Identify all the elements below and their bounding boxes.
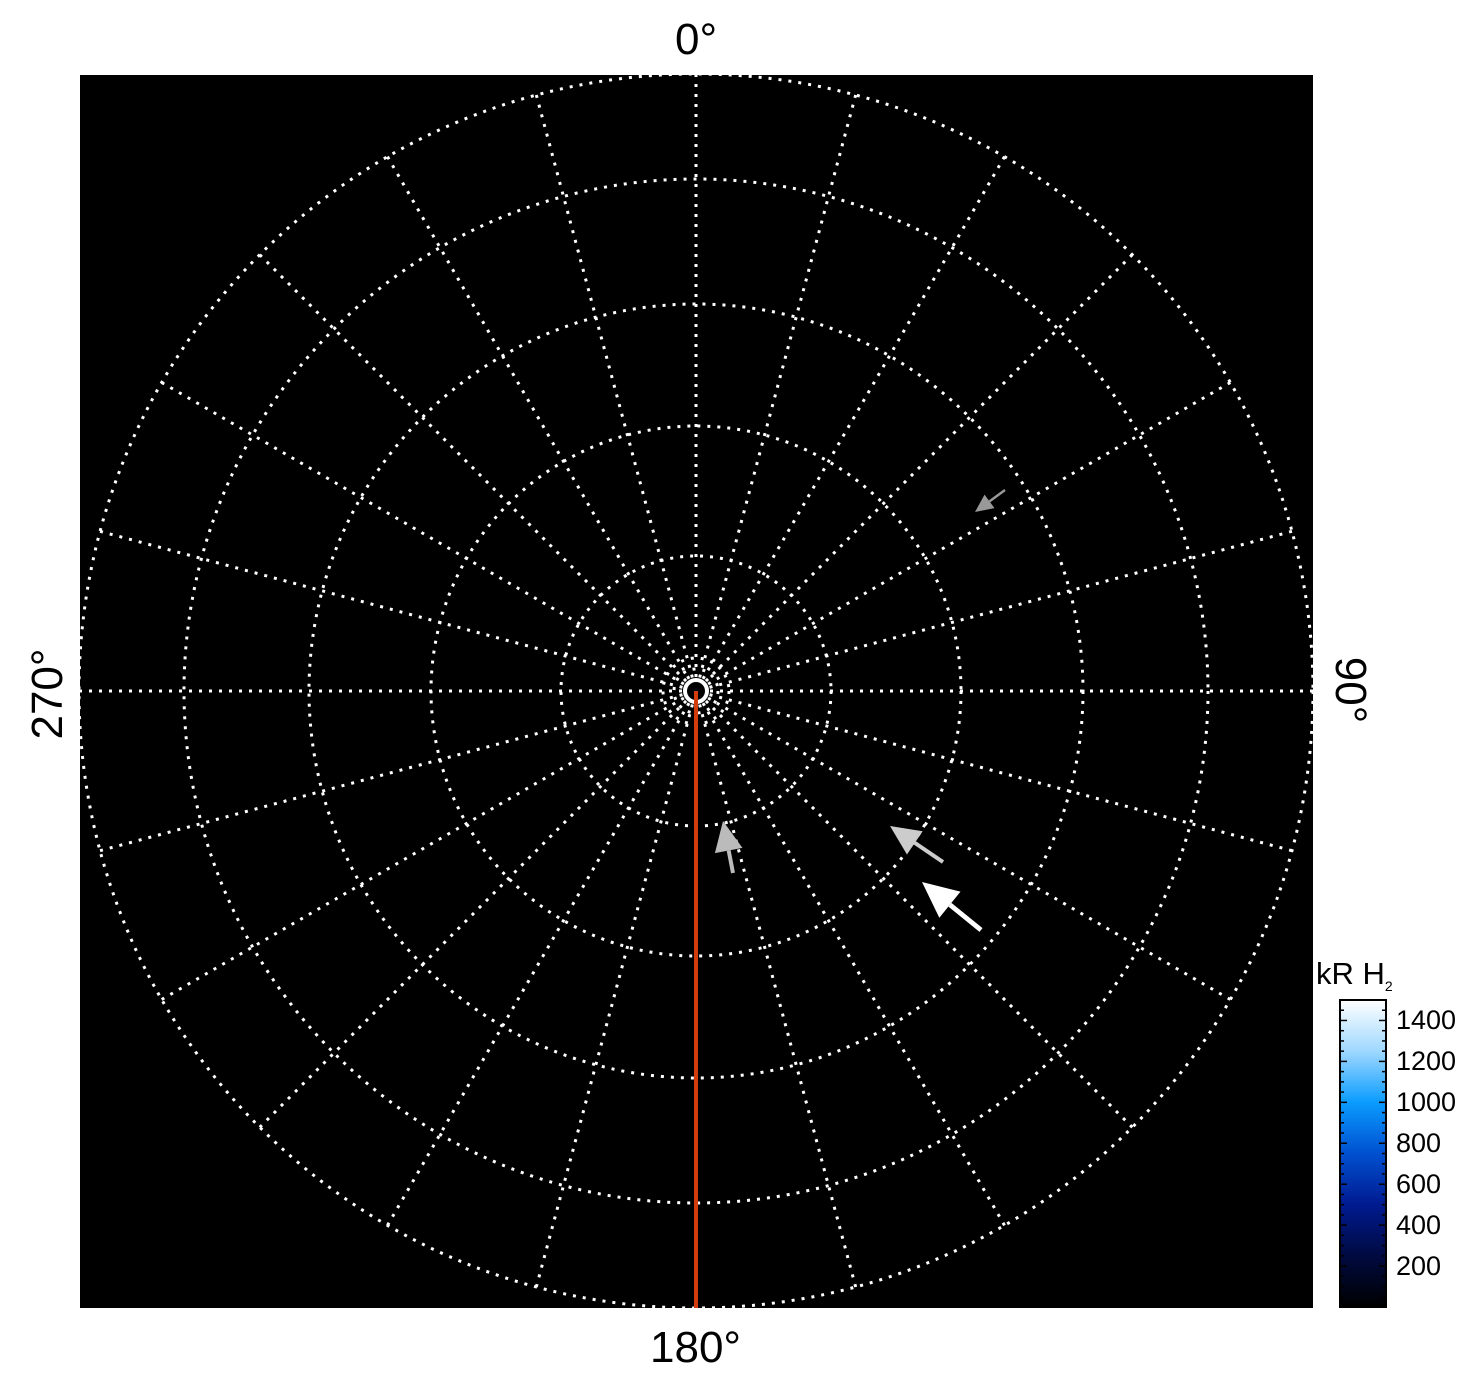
arrow-shaft — [726, 850, 735, 874]
meridian-line — [160, 696, 685, 1001]
meridian-line — [701, 702, 1006, 1227]
colorbar — [1339, 999, 1387, 1308]
latitude-circle — [182, 177, 1210, 1205]
meridian-line — [534, 94, 694, 678]
arrow-head — [975, 494, 995, 512]
colorbar-tick-label: 600 — [1396, 1169, 1442, 1200]
arrow-icon — [922, 882, 983, 932]
meridian-line — [160, 381, 685, 686]
arrow-shaft — [988, 489, 1006, 503]
meridian-line — [534, 704, 694, 1288]
angle-label-180: 180° — [650, 1323, 742, 1372]
colorbar-label-subscript: 2 — [1384, 978, 1393, 995]
colorbar-tick-label: 800 — [1396, 1128, 1442, 1159]
meridian-line — [258, 253, 688, 683]
colorbar-tick-label: 1200 — [1396, 1046, 1457, 1077]
arrow-head — [922, 882, 961, 918]
arrow-icon — [975, 489, 1006, 512]
meridian-line — [698, 94, 858, 678]
colorbar-tick-label: 200 — [1396, 1251, 1442, 1282]
meridian-line — [704, 253, 1134, 683]
meridian-line — [386, 702, 691, 1227]
arrow-shaft — [913, 841, 945, 864]
angle-label-0: 0° — [675, 15, 718, 64]
colorbar-ticks — [1340, 999, 1386, 1308]
colorbar-tick-label: 1000 — [1396, 1087, 1457, 1118]
meridian-line — [709, 693, 1293, 853]
latitude-circle — [672, 667, 720, 715]
meridian-line — [99, 529, 683, 689]
arrow-head — [714, 821, 743, 854]
meridian-line — [258, 699, 688, 1129]
angle-label-270: 270° — [23, 648, 72, 740]
meridian-line — [386, 155, 691, 680]
angle-label-90: 90° — [1326, 656, 1375, 724]
meridian-line — [709, 529, 1293, 689]
colorbar-tick-label: 1400 — [1396, 1005, 1457, 1036]
grid — [77, 72, 1315, 1310]
meridian-line — [707, 381, 1232, 686]
arrow-shaft — [948, 902, 983, 932]
colorbar-label: kR H2 — [1316, 958, 1393, 993]
arrow-head — [890, 826, 923, 855]
colorbar-label-text: kR H — [1316, 956, 1385, 991]
meridian-line — [698, 704, 858, 1288]
arrow-icon — [890, 826, 945, 864]
meridian-line — [704, 699, 1134, 1129]
colorbar-tick-label: 400 — [1396, 1210, 1442, 1241]
meridian-line — [701, 155, 1006, 680]
meridian-line — [707, 696, 1232, 1001]
meridian-line — [99, 693, 683, 853]
arrows — [714, 489, 1006, 932]
arrow-icon — [714, 821, 743, 874]
